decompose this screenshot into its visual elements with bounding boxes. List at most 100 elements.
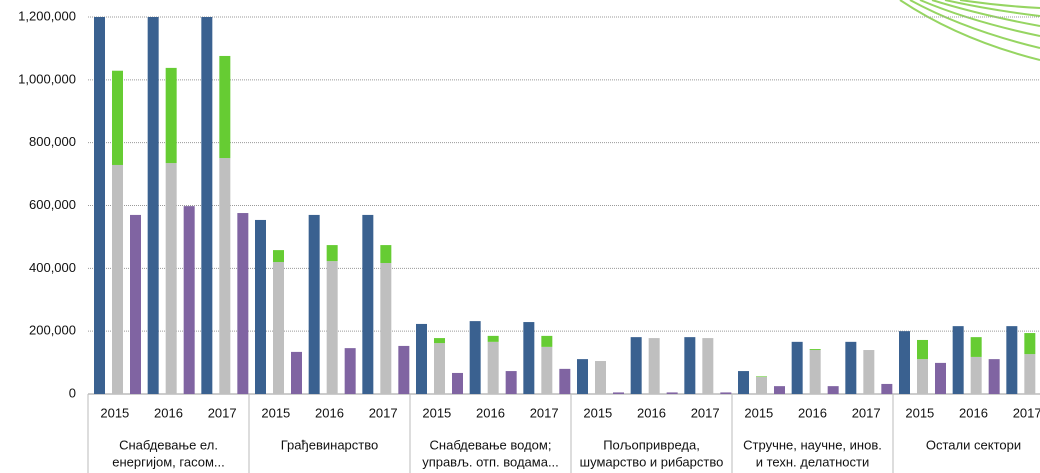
bar	[255, 219, 266, 394]
bar	[344, 348, 356, 394]
bar	[1024, 354, 1036, 394]
bar	[613, 392, 624, 394]
group-label: Грађевинарство	[281, 437, 378, 452]
bar	[201, 17, 213, 395]
group-label: Стручне, научне, инов.	[743, 437, 882, 452]
bar	[791, 341, 803, 394]
x-tick-label: 2016	[315, 405, 344, 420]
bar	[809, 350, 821, 394]
x-tick-label: 2017	[208, 405, 237, 420]
bar	[720, 392, 732, 394]
x-tick-label: 2017	[369, 405, 398, 420]
x-tick-label: 2015	[744, 405, 773, 420]
x-tick-label: 2015	[422, 405, 451, 420]
bar	[219, 158, 231, 394]
bar	[952, 326, 964, 394]
bar	[738, 371, 749, 394]
x-tick-label: 2015	[100, 405, 129, 420]
bar	[434, 343, 445, 394]
y-tick-label: 600,000	[29, 197, 76, 212]
group-label: Пољопривреда,	[603, 437, 700, 452]
bar	[559, 368, 571, 394]
bar	[147, 17, 159, 395]
bar	[523, 322, 535, 394]
decoration	[899, 0, 1040, 61]
bar	[273, 262, 284, 394]
bar	[988, 359, 1000, 394]
bar	[684, 337, 696, 394]
x-tick-label: 2016	[798, 405, 827, 420]
bar	[487, 341, 499, 394]
bar	[917, 359, 928, 394]
group-label: управљ. отп. водама...	[422, 454, 559, 469]
bar	[935, 362, 946, 394]
y-tick-label: 800,000	[29, 134, 76, 149]
bar	[702, 338, 714, 394]
bar	[845, 341, 857, 394]
bar	[487, 335, 499, 342]
x-tick-label: 2017	[1013, 405, 1040, 420]
bar	[398, 345, 410, 394]
bar	[827, 386, 839, 394]
x-tick-label: 2016	[476, 405, 505, 420]
bar	[899, 331, 910, 394]
x-tick-label: 2015	[261, 405, 290, 420]
bar	[326, 261, 338, 394]
bar	[577, 359, 588, 394]
bar	[452, 372, 463, 394]
x-tick-label: 2016	[959, 405, 988, 420]
x-tick-label: 2017	[530, 405, 559, 420]
bar	[595, 361, 606, 394]
bar	[380, 245, 392, 263]
bar	[809, 349, 821, 351]
bar	[112, 70, 123, 165]
bar	[380, 262, 392, 394]
bar	[666, 392, 678, 394]
y-tick-label: 400,000	[29, 260, 76, 275]
bar	[756, 376, 767, 378]
bar	[917, 339, 928, 360]
group-label: Снабдевање водом;	[430, 437, 552, 452]
y-tick-label: 0	[69, 385, 76, 400]
x-tick-label: 2015	[905, 405, 934, 420]
group-label: Остали сектори	[926, 437, 1021, 452]
bar	[630, 337, 642, 394]
bar	[434, 338, 445, 344]
x-tick-label: 2015	[583, 405, 612, 420]
bar	[970, 356, 982, 394]
x-tick-label: 2016	[154, 405, 183, 420]
bar	[237, 213, 249, 394]
bar	[183, 206, 195, 394]
bar	[291, 351, 302, 394]
group-label: Снабдевање ел.	[119, 437, 218, 452]
y-tick-label: 1,200,000	[18, 8, 76, 23]
bar	[774, 386, 785, 394]
bar	[505, 371, 517, 394]
bar	[94, 17, 105, 395]
bar	[273, 250, 284, 263]
bar	[756, 377, 767, 394]
group-label: шумарство и рибарство	[580, 454, 724, 469]
bar	[1024, 333, 1036, 355]
bar	[165, 67, 177, 164]
y-tick-label: 200,000	[29, 323, 76, 338]
bar	[308, 214, 320, 394]
x-tick-label: 2016	[637, 405, 666, 420]
x-tick-label: 2017	[691, 405, 720, 420]
bar	[130, 214, 141, 394]
bars	[94, 17, 1036, 395]
bar	[165, 163, 177, 394]
bar	[326, 245, 338, 262]
bar	[648, 338, 660, 394]
bar	[541, 335, 553, 347]
bar	[416, 323, 427, 394]
x-tick-label: 2017	[852, 405, 881, 420]
group-label: и техн. делатности	[756, 454, 870, 469]
bar	[970, 337, 982, 357]
bar	[1006, 326, 1018, 394]
bar	[112, 164, 123, 394]
y-tick-label: 1,000,000	[18, 71, 76, 86]
bar	[469, 321, 481, 394]
bar	[863, 350, 875, 394]
